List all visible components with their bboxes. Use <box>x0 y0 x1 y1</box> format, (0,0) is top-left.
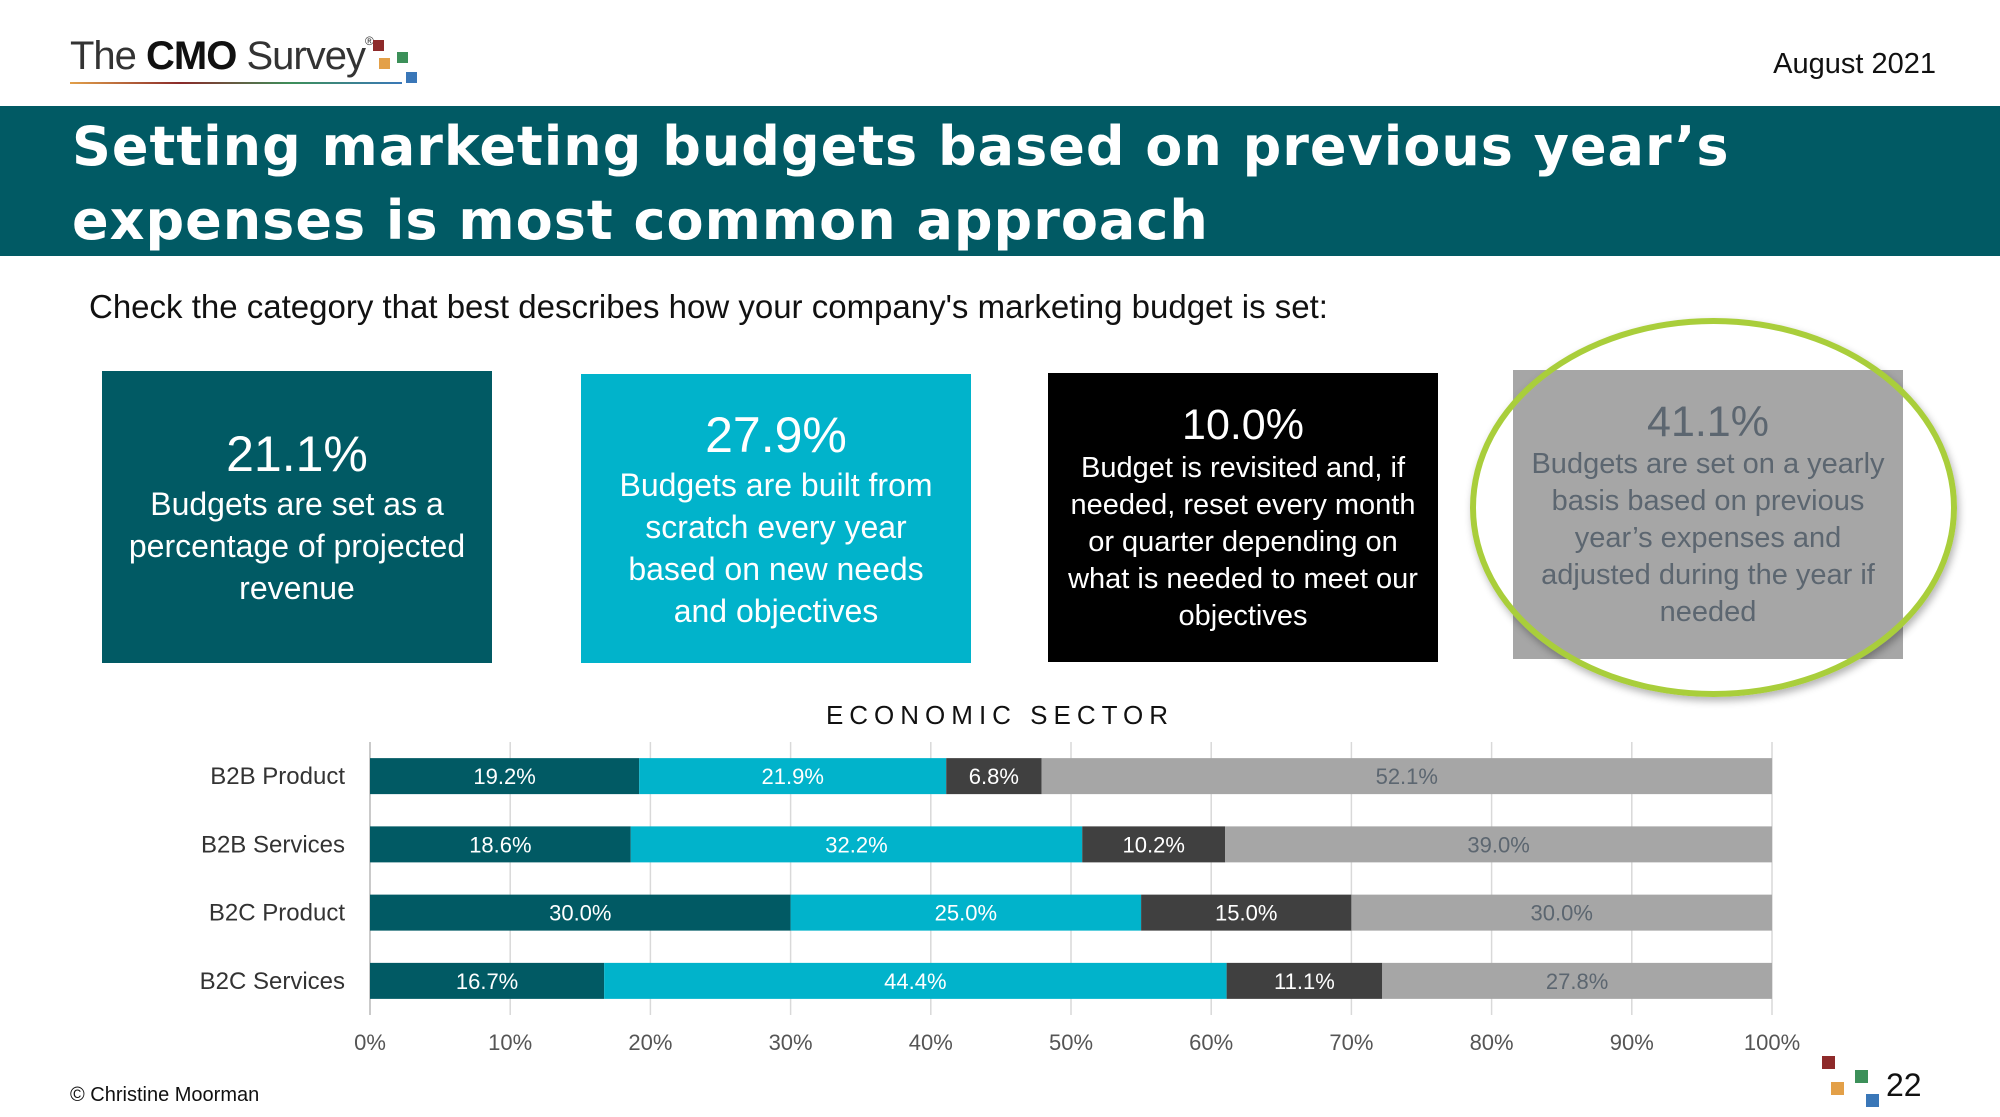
footer-square-green <box>1855 1070 1868 1083</box>
x-tick-label: 10% <box>488 1030 532 1055</box>
data-label: 30.0% <box>1531 901 1593 926</box>
stat-description: Budget is revisited and, if needed, rese… <box>1068 452 1418 632</box>
logo-square-blue <box>406 72 417 83</box>
data-label: 11.1% <box>1274 969 1335 994</box>
bar-segment <box>1226 962 1383 999</box>
data-label: 19.2% <box>473 764 535 789</box>
x-tick-label: 40% <box>909 1030 953 1055</box>
x-tick-label: 0% <box>354 1030 386 1055</box>
data-label: 15.0% <box>1215 901 1277 926</box>
x-tick-label: 80% <box>1470 1030 1514 1055</box>
bar-segment <box>604 962 1227 999</box>
logo-registered: ® <box>364 34 374 48</box>
stat-box-built-from-scratch: 27.9% Budgets are built from scratch eve… <box>581 374 971 663</box>
survey-question: Check the category that best describes h… <box>89 288 1328 325</box>
data-label: 39.0% <box>1467 832 1529 857</box>
data-label: 27.8% <box>1546 969 1608 994</box>
stat-description: Budgets are built from scratch every yea… <box>619 466 933 629</box>
x-tick-label: 50% <box>1049 1030 1093 1055</box>
logo-wordmark: The CMO Survey® <box>70 34 374 79</box>
stat-description: Budgets are set as a percentage of proje… <box>128 486 466 606</box>
data-label: 25.0% <box>935 901 997 926</box>
x-tick-label: 100% <box>1744 1030 1800 1055</box>
footer-square-orange <box>1831 1082 1844 1095</box>
x-tick-label: 30% <box>769 1030 813 1055</box>
bar-segment <box>639 758 947 795</box>
x-tick-label: 60% <box>1189 1030 1233 1055</box>
stat-percent: 10.0% <box>1182 401 1304 449</box>
stat-percent: 27.9% <box>705 406 847 463</box>
data-label: 6.8% <box>969 764 1019 789</box>
data-label: 21.9% <box>762 764 824 789</box>
logo-square-green <box>397 52 408 63</box>
bar-segment <box>1041 758 1772 795</box>
data-label: 16.7% <box>456 969 518 994</box>
category-label: B2C Product <box>209 900 345 927</box>
bar-segment <box>1382 962 1772 999</box>
footer-square-red <box>1822 1056 1835 1069</box>
bar-segment <box>370 826 631 863</box>
bar-segment <box>1082 826 1226 863</box>
bar-segment <box>946 758 1042 795</box>
data-label: 52.1% <box>1376 764 1438 789</box>
logo-underline <box>70 82 402 84</box>
stat-percent: 21.1% <box>226 426 368 482</box>
title-banner: Setting marketing budgets based on previ… <box>0 106 2000 256</box>
x-tick-label: 90% <box>1610 1030 1654 1055</box>
x-tick-label: 70% <box>1329 1030 1373 1055</box>
bar-segment <box>1351 894 1772 931</box>
stat-box-revisited-monthly: 10.0% Budget is revisited and, if needed… <box>1048 373 1438 662</box>
category-label: B2B Product <box>210 763 345 790</box>
bar-segment <box>790 894 1142 931</box>
data-label: 30.0% <box>549 901 611 926</box>
x-tick-label: 20% <box>628 1030 672 1055</box>
page-number: 22 <box>1886 1067 1922 1103</box>
bar-segment <box>630 826 1083 863</box>
bar-segment <box>370 894 791 931</box>
data-label: 44.4% <box>884 969 946 994</box>
page-title: Setting marketing budgets based on previ… <box>72 115 1730 252</box>
highlight-ring <box>1470 318 1957 697</box>
bar-segment <box>370 962 605 999</box>
bar-segment <box>1141 894 1352 931</box>
logo-suffix: Survey <box>236 34 365 78</box>
category-label: B2C Services <box>200 968 345 995</box>
copyright: © Christine Moorman <box>70 1084 260 1106</box>
logo-square-orange <box>379 58 390 69</box>
bar-segment <box>370 758 640 795</box>
logo-prefix: The <box>70 34 147 78</box>
stat-box-percentage-revenue: 21.1% Budgets are set as a percentage of… <box>102 371 492 663</box>
logo-bold: CMO <box>146 34 237 78</box>
logo-square-red <box>373 40 384 51</box>
bar-segment <box>1225 826 1772 863</box>
data-label: 10.2% <box>1123 832 1185 857</box>
category-label: B2B Services <box>201 831 345 858</box>
report-date: August 2021 <box>1773 48 1936 80</box>
chart-title: ECONOMIC SECTOR <box>825 700 1175 730</box>
footer-square-blue <box>1866 1094 1879 1107</box>
data-label: 18.6% <box>469 832 531 857</box>
data-label: 32.2% <box>825 832 887 857</box>
